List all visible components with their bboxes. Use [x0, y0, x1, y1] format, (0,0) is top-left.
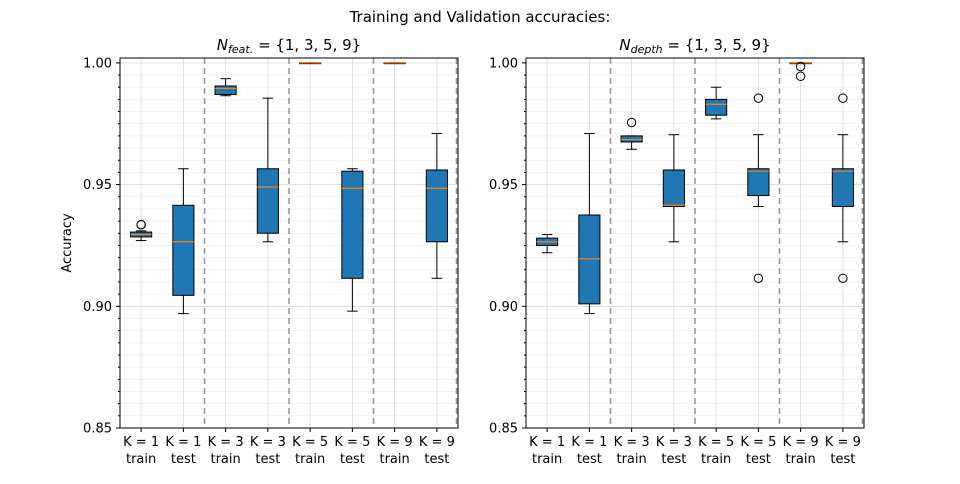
x-tick-label-top: K = 5 [292, 435, 328, 450]
box-K=9-test [425, 132, 448, 279]
outlier-point [795, 71, 806, 81]
y-tick-label: 0.90 [83, 300, 112, 315]
box-K=5-train [299, 62, 322, 65]
x-tick-label-bottom: train [379, 452, 409, 467]
box-iqr [172, 204, 195, 296]
x-tick-label-top: K = 5 [740, 435, 776, 450]
box-iqr [620, 135, 643, 143]
x-tick-label-bottom: train [210, 452, 240, 467]
left-boxplot-panel: 1.00 0.95 0.90 0.85 K = 1 train K = 1 test K = 3… [60, 36, 459, 467]
y-tick-label: 0.95 [489, 178, 518, 193]
x-tick-label-bottom: test [661, 452, 686, 467]
box-K=3-test [662, 134, 685, 243]
figure-suptitle: Training and Validation accuracies: [349, 8, 611, 26]
panel-title-symbol: N [619, 36, 630, 54]
box-iqr [214, 85, 237, 96]
x-tick-label-top: K = 1 [529, 435, 565, 450]
box-K=1-test [578, 132, 601, 315]
box-iqr [578, 214, 601, 305]
box-K=1-train [130, 220, 153, 242]
box-K=3-train [620, 117, 643, 150]
x-tick-label-bottom: train [295, 452, 325, 467]
panel-title-subscript: feat. [228, 43, 253, 56]
panel-title: Nfeat. = {1, 3, 5, 9} [217, 36, 361, 56]
outlier-point [838, 273, 848, 283]
box-K=1-test [172, 168, 195, 315]
x-tick-label-bottom: test [746, 452, 771, 467]
x-tick-label-top: K = 3 [250, 435, 286, 450]
box-iqr [256, 168, 279, 234]
axes-frame [525, 57, 865, 429]
x-tick-label-bottom: test [340, 452, 365, 467]
panel-title-set: = {1, 3, 5, 9} [663, 36, 771, 54]
x-tick-label-top: K = 9 [825, 435, 861, 450]
panel-title: Ndepth = {1, 3, 5, 9} [619, 36, 770, 56]
x-tick-label-top: K = 3 [614, 435, 650, 450]
y-tick-label: 1.00 [83, 56, 112, 71]
x-tick-label-top: K = 5 [334, 435, 370, 450]
x-tick-label-top: K = 9 [783, 435, 819, 450]
box-K=3-train [214, 78, 237, 97]
x-tick-label-bottom: test [255, 452, 280, 467]
y-tick-label: 0.95 [83, 178, 112, 193]
box-K=9-train [383, 62, 406, 65]
box-iqr [705, 98, 728, 116]
x-tick-label-top: K = 3 [208, 435, 244, 450]
x-tick-label-bottom: train [785, 452, 815, 467]
outlier-point [753, 273, 764, 283]
outlier-point [795, 61, 806, 72]
x-tick-label-bottom: train [701, 452, 731, 467]
box-iqr [341, 170, 364, 279]
x-tick-label-bottom: test [171, 452, 196, 467]
x-tick-label-bottom: train [616, 452, 646, 467]
x-tick-label-bottom: train [532, 452, 562, 467]
x-tick-label-top: K = 1 [123, 435, 159, 450]
box-K=9-train [789, 61, 812, 81]
axes-frame [119, 57, 459, 429]
x-tick-label-bottom: test [830, 452, 855, 467]
box-K=3-test [256, 97, 279, 243]
x-tick-label-bottom: train [126, 452, 156, 467]
outlier-point [626, 117, 637, 128]
y-tick-label: 0.85 [489, 422, 518, 437]
box-iqr [831, 168, 854, 207]
outlier-point [136, 220, 146, 230]
y-tick-label: 0.90 [489, 300, 518, 315]
box-K=5-test [747, 93, 770, 283]
x-tick-label-top: K = 5 [698, 435, 734, 450]
x-tick-label-top: K = 1 [165, 435, 201, 450]
x-tick-label-top: K = 9 [377, 435, 413, 450]
box-iqr [425, 169, 448, 243]
panel-title-set: = {1, 3, 5, 9} [253, 36, 361, 54]
y-axis-label: Accuracy [60, 213, 75, 273]
outlier-point [753, 93, 764, 103]
right-boxplot-panel: 1.00 0.95 0.90 0.85 K = 1 train K = 1 test K = 3… [489, 36, 865, 467]
box-iqr [662, 169, 685, 207]
x-tick-label-top: K = 9 [419, 435, 455, 450]
panel-title-symbol: N [217, 36, 228, 54]
x-tick-label-top: K = 1 [571, 435, 607, 450]
box-K=5-test [341, 168, 364, 312]
box-K=9-test [831, 93, 854, 283]
panel-title-subscript: depth [631, 43, 663, 56]
outlier-point [838, 93, 848, 103]
y-tick-label: 1.00 [489, 56, 518, 71]
x-tick-label-bottom: test [424, 452, 449, 467]
x-tick-label-bottom: test [577, 452, 602, 467]
box-iqr [747, 168, 770, 197]
y-tick-label: 0.85 [83, 422, 112, 437]
box-K=5-train [705, 86, 728, 120]
x-tick-label-top: K = 3 [656, 435, 692, 450]
box-K=1-train [536, 233, 559, 254]
